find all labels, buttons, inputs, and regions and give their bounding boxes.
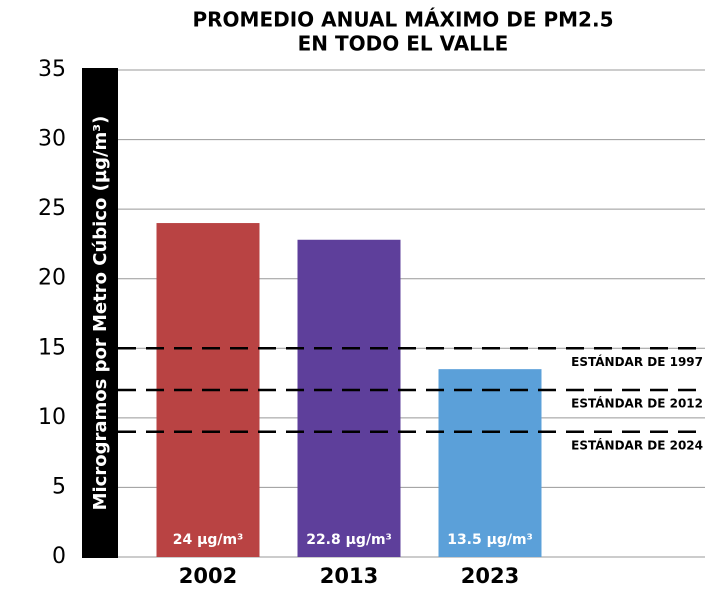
y-tick-label: 35 xyxy=(38,57,66,82)
reference-label: ESTÁNDAR DE 2012 xyxy=(571,396,703,411)
x-tick-label: 2013 xyxy=(320,564,378,588)
value-label: 13.5 µg/m³ xyxy=(447,532,533,548)
reference-label: ESTÁNDAR DE 2024 xyxy=(571,437,703,452)
value-label: 22.8 µg/m³ xyxy=(306,532,392,548)
y-tick-label: 15 xyxy=(38,335,66,360)
y-tick-label: 20 xyxy=(38,266,66,291)
y-tick-label: 30 xyxy=(38,127,66,152)
y-tick-label: 25 xyxy=(38,196,66,221)
bar xyxy=(297,239,401,558)
reference-label: ESTÁNDAR DE 1997 xyxy=(571,354,703,369)
y-axis-label-box xyxy=(82,68,118,558)
bar xyxy=(438,369,542,557)
chart-title-line: PROMEDIO ANUAL MÁXIMO DE PM2.5 xyxy=(193,8,614,32)
value-label: 24 µg/m³ xyxy=(173,532,244,548)
x-tick-label: 2002 xyxy=(179,564,237,588)
y-tick-label: 5 xyxy=(52,474,66,499)
y-tick-label: 10 xyxy=(38,405,66,430)
y-tick-label: 0 xyxy=(52,544,66,569)
y-axis-label: Microgramos por Metro Cúbico (µg/m³) xyxy=(90,116,111,511)
chart-title-line: EN TODO EL VALLE xyxy=(298,32,509,56)
x-tick-label: 2023 xyxy=(461,564,519,588)
